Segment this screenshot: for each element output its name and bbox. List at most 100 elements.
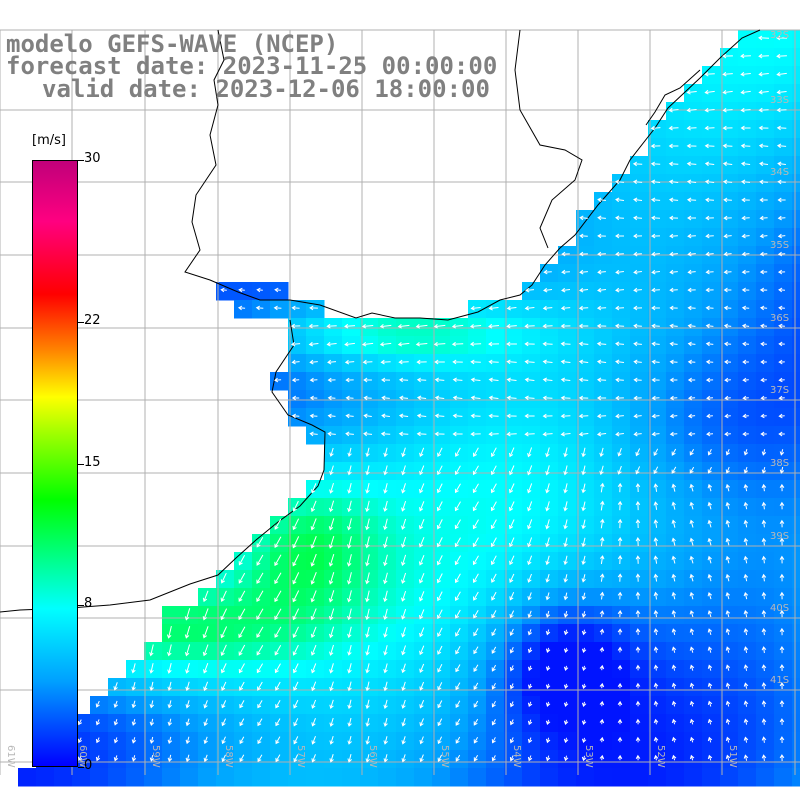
wind-arrow bbox=[454, 555, 461, 566]
wind-arrow bbox=[777, 233, 786, 239]
wind-speed-cell bbox=[198, 642, 217, 661]
wind-arrow bbox=[581, 755, 587, 762]
wind-arrow bbox=[527, 555, 533, 566]
wind-arrow bbox=[581, 501, 586, 512]
wind-speed-cell bbox=[594, 660, 613, 679]
wind-speed-cell bbox=[576, 516, 595, 535]
wind-speed-cell bbox=[684, 354, 703, 373]
wind-arrow bbox=[689, 700, 695, 707]
wind-speed-cell bbox=[558, 390, 577, 409]
wind-speed-cell bbox=[324, 696, 343, 715]
model-title: modelo GEFS-WAVE (NCEP) bbox=[6, 30, 339, 58]
wind-speed-cell bbox=[396, 498, 415, 517]
wind-arrow bbox=[506, 305, 517, 311]
wind-arrow bbox=[506, 395, 517, 401]
wind-speed-cell bbox=[486, 426, 505, 445]
wind-speed-cell bbox=[432, 390, 451, 409]
wind-speed-cell bbox=[342, 552, 361, 571]
wind-arrow bbox=[256, 554, 264, 566]
wind-arrow bbox=[185, 718, 191, 727]
wind-arrow bbox=[671, 573, 677, 582]
wind-speed-cell bbox=[342, 336, 361, 355]
wind-speed-cell bbox=[792, 282, 800, 301]
wind-arrow bbox=[671, 501, 676, 510]
wind-arrow bbox=[705, 251, 714, 257]
wind-arrow bbox=[651, 341, 660, 347]
wind-arrow bbox=[527, 447, 533, 458]
wind-arrow bbox=[668, 125, 679, 131]
longitude-label: 54W bbox=[511, 745, 522, 768]
wind-speed-cell bbox=[450, 552, 469, 571]
wind-arrow bbox=[725, 610, 731, 618]
wind-speed-cell bbox=[468, 444, 487, 463]
wind-speed-cell bbox=[792, 102, 800, 121]
wind-arrow bbox=[669, 251, 678, 257]
wind-speed-cell bbox=[648, 228, 667, 247]
wind-arrow bbox=[653, 448, 659, 457]
wind-speed-cell bbox=[414, 552, 433, 571]
wind-speed-cell bbox=[342, 678, 361, 697]
wind-speed-cell bbox=[180, 768, 199, 787]
wind-speed-cell bbox=[540, 768, 559, 787]
wind-arrow bbox=[671, 555, 677, 564]
wind-speed-cell bbox=[684, 120, 703, 139]
wind-speed-cell bbox=[306, 390, 325, 409]
wind-arrow bbox=[687, 431, 696, 437]
colorbar-unit: [m/s] bbox=[32, 133, 66, 148]
wind-arrow bbox=[202, 590, 209, 603]
wind-arrow bbox=[291, 395, 300, 401]
wind-speed-cell bbox=[342, 372, 361, 391]
wind-speed-cell bbox=[792, 264, 800, 283]
wind-arrow bbox=[671, 700, 677, 707]
wind-arrow bbox=[761, 466, 767, 474]
wind-speed-cell bbox=[486, 462, 505, 481]
wind-arrow bbox=[347, 717, 352, 727]
wind-speed-cell bbox=[666, 120, 685, 139]
wind-arrow bbox=[653, 628, 659, 635]
wind-arrow bbox=[669, 269, 678, 275]
wind-speed-cell bbox=[360, 462, 379, 481]
wind-speed-cell bbox=[450, 444, 469, 463]
wind-speed-cell bbox=[756, 480, 775, 499]
wind-arrow bbox=[220, 590, 227, 603]
wind-arrow bbox=[383, 465, 388, 476]
wind-arrow bbox=[455, 664, 461, 673]
wind-speed-cell bbox=[576, 498, 595, 517]
wind-arrow bbox=[707, 537, 712, 546]
wind-arrow bbox=[599, 465, 604, 476]
wind-arrow bbox=[761, 700, 767, 707]
wind-arrow bbox=[470, 377, 481, 383]
wind-speed-cell bbox=[522, 552, 541, 571]
wind-speed-cell bbox=[540, 462, 559, 481]
wind-speed-cell bbox=[792, 120, 800, 139]
wind-speed-cell bbox=[468, 336, 487, 355]
wind-speed-cell bbox=[630, 642, 649, 661]
wind-arrow bbox=[617, 573, 623, 582]
wind-speed-cell bbox=[612, 624, 631, 643]
wind-arrow bbox=[383, 536, 388, 549]
wind-speed-cell bbox=[756, 390, 775, 409]
wind-speed-cell bbox=[522, 390, 541, 409]
wind-arrow bbox=[380, 431, 391, 437]
wind-speed-cell bbox=[720, 156, 739, 175]
wind-speed-cell bbox=[450, 606, 469, 625]
wind-speed-cell bbox=[234, 624, 253, 643]
colorbar-tick-label: 15 bbox=[84, 454, 101, 470]
wind-arrow bbox=[455, 646, 461, 655]
wind-speed-cell bbox=[702, 480, 721, 499]
wind-arrow bbox=[633, 323, 642, 329]
wind-speed-cell bbox=[612, 462, 631, 481]
wind-speed-cell bbox=[684, 372, 703, 391]
wind-speed-cell bbox=[450, 426, 469, 445]
wind-arrow bbox=[361, 324, 374, 329]
wind-arrow bbox=[668, 161, 679, 167]
wind-speed-cell bbox=[738, 210, 757, 229]
wind-speed-cell bbox=[162, 678, 181, 697]
wind-speed-cell bbox=[756, 516, 775, 535]
wind-speed-cell bbox=[684, 480, 703, 499]
wind-speed-cell bbox=[486, 534, 505, 553]
wind-arrow bbox=[581, 611, 587, 618]
wind-arrow bbox=[651, 305, 660, 311]
wind-arrow bbox=[365, 608, 370, 621]
wind-speed-cell bbox=[702, 300, 721, 319]
